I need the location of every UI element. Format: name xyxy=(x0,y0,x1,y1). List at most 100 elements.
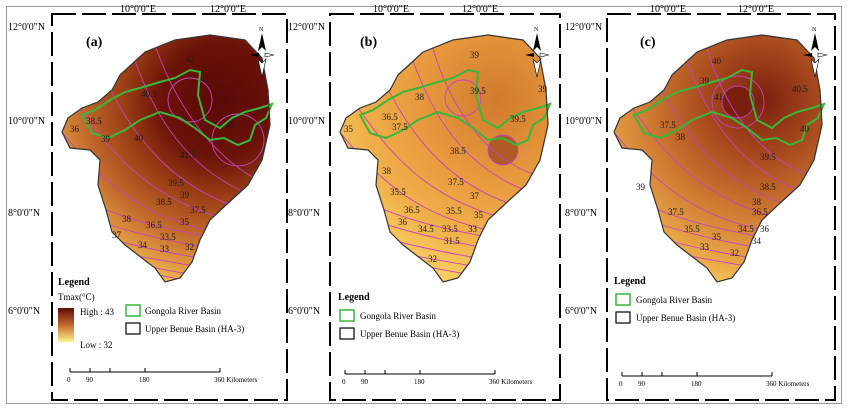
lon-label: 12°0'0"E xyxy=(738,4,774,15)
legend-c: Legend Gongola River Basin Upper Benue B… xyxy=(614,276,735,324)
svg-text:Low : 32: Low : 32 xyxy=(80,340,113,350)
north-arrow: N xyxy=(525,27,550,78)
svg-text:Tmax(°C): Tmax(°C) xyxy=(58,292,95,302)
lat-label: 12°0'0"N xyxy=(288,22,325,33)
svg-text:39: 39 xyxy=(538,84,548,94)
legend-swatch-benue xyxy=(125,322,141,335)
panel-a: 10°0'0"E 12°0'0"E 12°0'0"N 10°0'0"N 8°0'… xyxy=(8,4,288,401)
svg-text:36: 36 xyxy=(398,217,408,227)
svg-text:39.5: 39.5 xyxy=(510,114,526,124)
svg-text:37.5: 37.5 xyxy=(392,122,408,132)
svg-text:41.5: 41.5 xyxy=(180,150,196,160)
svg-text:35: 35 xyxy=(344,124,354,134)
svg-text:39: 39 xyxy=(700,76,710,86)
svg-text:Gongola River Basin: Gongola River Basin xyxy=(636,295,712,305)
legend-swatch-benue xyxy=(615,311,631,324)
map-neatline xyxy=(606,13,836,401)
contour-labels: 42 42 40.5 41 40 39 38.5 36 39.5 39 38.5… xyxy=(70,54,235,254)
svg-text:90: 90 xyxy=(86,376,94,384)
map-neatline xyxy=(329,13,561,401)
svg-text:36: 36 xyxy=(760,224,770,234)
svg-text:39.5: 39.5 xyxy=(760,152,776,162)
lon-label: 10°0'0"E xyxy=(650,4,686,15)
svg-text:41: 41 xyxy=(226,120,235,130)
svg-text:90: 90 xyxy=(361,378,369,386)
svg-text:38.5: 38.5 xyxy=(450,146,466,156)
svg-text:39: 39 xyxy=(180,190,190,200)
lat-label: 12°0'0"N xyxy=(565,22,602,33)
svg-text:Legend: Legend xyxy=(58,277,90,288)
scale-bar: 0 90 180 360 Kilometers xyxy=(67,368,258,384)
svg-text:31.5: 31.5 xyxy=(444,236,460,246)
svg-text:42: 42 xyxy=(200,74,209,84)
svg-text:38: 38 xyxy=(415,92,425,102)
svg-text:38: 38 xyxy=(676,132,686,142)
svg-text:0: 0 xyxy=(619,380,623,388)
svg-text:39: 39 xyxy=(470,50,480,60)
svg-text:34: 34 xyxy=(138,240,148,250)
legend-swatch-gongola xyxy=(125,304,141,317)
contour-labels: 39 39.5 38 39 39.5 36.5 37.5 35 38.5 38 … xyxy=(344,50,548,264)
svg-text:37.5: 37.5 xyxy=(668,207,684,217)
svg-text:33.5: 33.5 xyxy=(442,224,458,234)
svg-text:41: 41 xyxy=(714,92,723,102)
basin-surface xyxy=(613,34,826,283)
gongola-basin-outline xyxy=(358,68,552,147)
lat-label: 10°0'0"N xyxy=(288,116,325,127)
svg-text:Gongola River Basin: Gongola River Basin xyxy=(145,306,221,316)
lat-label: 8°0'0"N xyxy=(565,208,597,219)
lat-label: 10°0'0"N xyxy=(565,116,602,127)
legend-a: Legend Tmax(°C) High : 43 Low : 32 Gongo… xyxy=(58,277,244,350)
svg-text:40: 40 xyxy=(712,56,722,66)
svg-text:Upper Benue Basin (HA-3): Upper Benue Basin (HA-3) xyxy=(145,324,244,334)
svg-text:32: 32 xyxy=(730,248,739,258)
svg-text:40: 40 xyxy=(134,133,144,143)
svg-text:360 Kilometers: 360 Kilometers xyxy=(214,376,258,384)
lon-label: 10°0'0"E xyxy=(120,4,156,15)
svg-text:33: 33 xyxy=(160,244,170,254)
panel-b: 10°0'0"E 12°0'0"E 12°0'0"N 10°0'0"N 8°0'… xyxy=(288,4,561,401)
gongola-basin-outline xyxy=(80,68,274,147)
svg-text:32: 32 xyxy=(185,242,194,252)
svg-text:360 Kilometers: 360 Kilometers xyxy=(489,378,533,386)
lat-label: 10°0'0"N xyxy=(8,116,45,127)
svg-text:35.5: 35.5 xyxy=(446,206,462,216)
svg-text:38.5: 38.5 xyxy=(86,116,102,126)
svg-text:High : 43: High : 43 xyxy=(80,307,115,317)
north-arrow: N xyxy=(250,27,275,78)
svg-text:37.5: 37.5 xyxy=(448,177,464,187)
figure-frame xyxy=(6,6,842,404)
svg-text:38: 38 xyxy=(382,166,392,176)
svg-text:34: 34 xyxy=(752,236,762,246)
temperature-ramp xyxy=(58,308,74,342)
contour-labels: 40 39 41 40.5 37.5 38 40 39.5 38.5 38 37… xyxy=(636,56,810,258)
svg-text:35: 35 xyxy=(712,232,722,242)
svg-text:33: 33 xyxy=(700,242,710,252)
svg-text:35: 35 xyxy=(474,210,484,220)
svg-text:34.5: 34.5 xyxy=(418,224,434,234)
legend-swatch-gongola xyxy=(339,309,355,322)
svg-text:37.5: 37.5 xyxy=(660,120,676,130)
svg-text:36.5: 36.5 xyxy=(382,112,398,122)
svg-text:Legend: Legend xyxy=(338,292,370,303)
svg-text:35.5: 35.5 xyxy=(390,187,406,197)
svg-text:38: 38 xyxy=(752,197,762,207)
legend-swatch-gongola xyxy=(615,293,631,306)
svg-text:39: 39 xyxy=(636,182,646,192)
north-letter: N xyxy=(259,27,264,33)
panel-label: (c) xyxy=(640,35,656,50)
svg-text:39: 39 xyxy=(101,134,111,144)
svg-text:37: 37 xyxy=(470,191,480,201)
svg-text:36: 36 xyxy=(70,124,80,134)
svg-text:36.5: 36.5 xyxy=(404,205,420,215)
north-letter: N xyxy=(534,27,539,33)
svg-text:Upper Benue Basin (HA-3): Upper Benue Basin (HA-3) xyxy=(360,329,459,339)
basin-surface xyxy=(61,34,274,283)
lat-label: 6°0'0"N xyxy=(8,306,40,317)
svg-text:Upper Benue Basin (HA-3): Upper Benue Basin (HA-3) xyxy=(636,313,735,323)
lat-label: 8°0'0"N xyxy=(288,208,320,219)
panel-label: (a) xyxy=(86,35,103,50)
svg-text:360 Kilometers: 360 Kilometers xyxy=(766,380,810,388)
svg-text:40: 40 xyxy=(800,124,810,134)
svg-text:0: 0 xyxy=(67,376,71,384)
